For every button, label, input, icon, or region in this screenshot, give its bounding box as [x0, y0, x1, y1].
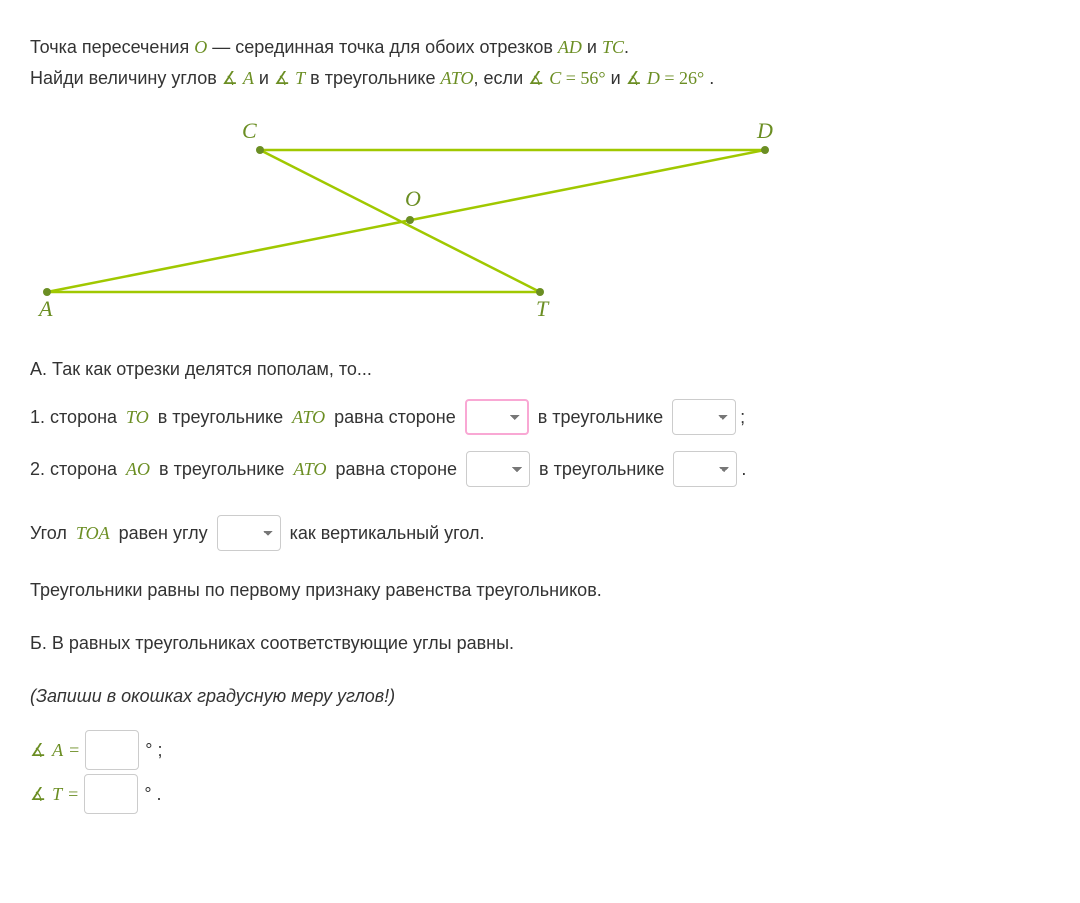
- part-a-conclusion: Треугольники равны по первому признаку р…: [30, 577, 1050, 604]
- part-b-note: (Запиши в окошках градусную меру углов!): [30, 683, 1050, 710]
- angle-line-c: как вертикальный угол.: [285, 520, 485, 547]
- math-angA: A: [243, 68, 254, 88]
- side-select-2[interactable]: [466, 451, 530, 487]
- angle-select[interactable]: [217, 515, 281, 551]
- part-a-item-1: 1. сторона TO в треугольнике ATO равна с…: [30, 399, 1050, 435]
- item2-in-tri: в треугольнике: [154, 456, 289, 483]
- math-TC: TC: [602, 37, 624, 57]
- angle-line-a: Угол: [30, 520, 72, 547]
- angle-icon: ∡: [30, 737, 46, 764]
- intro-text: Точка пересечения: [30, 37, 194, 57]
- part-a-heading: А. Так как отрезки делятся пополам, то..…: [30, 356, 1050, 383]
- intro-text: и: [582, 37, 602, 57]
- math-angT: T: [295, 68, 305, 88]
- intro-text: — серединная точка для обоих отрезков: [207, 37, 558, 57]
- intro-line-2: Найди величину углов ∡ A и ∡ T в треугол…: [30, 65, 1050, 92]
- angle-icon: ∡: [274, 68, 295, 88]
- svg-text:O: O: [405, 186, 421, 211]
- item2-num: 2. сторона: [30, 456, 122, 483]
- intro-text: , если: [474, 68, 529, 88]
- item1-in-tri: в треугольнике: [153, 404, 288, 431]
- angle-t-input[interactable]: [84, 774, 138, 814]
- answer-line-a: ∡ A = ° ;: [30, 730, 1050, 770]
- item1-in-tri2: в треугольнике: [533, 404, 668, 431]
- part-b-heading: Б. В равных треугольниках соответствующи…: [30, 630, 1050, 657]
- item2-period: .: [741, 456, 746, 483]
- triangle-select-1[interactable]: [672, 399, 736, 435]
- angle-icon: ∡: [528, 68, 549, 88]
- math-AO: AO: [126, 456, 150, 483]
- answer-a-suffix: ° ;: [145, 737, 162, 764]
- item1-num: 1. сторона: [30, 404, 122, 431]
- side-select-1[interactable]: [465, 399, 529, 435]
- item2-equals: равна стороне: [330, 456, 462, 483]
- answer-t-suffix: ° .: [144, 781, 161, 808]
- item2-in-tri2: в треугольнике: [534, 456, 669, 483]
- intro-text: Найди величину углов: [30, 68, 222, 88]
- math-ATO: ATO: [441, 68, 474, 88]
- equals: =: [69, 737, 79, 764]
- given-d: D = 26°: [647, 68, 704, 88]
- item1-semi: ;: [740, 404, 745, 431]
- math-TOA: TOA: [76, 520, 110, 547]
- svg-text:T: T: [536, 296, 550, 321]
- intro-text: в треугольнике: [305, 68, 440, 88]
- angle-line-b: равен углу: [114, 520, 213, 547]
- angle-equality-line: Угол TOA равен углу как вертикальный уго…: [30, 515, 1050, 551]
- angle-icon: ∡: [626, 68, 647, 88]
- math-ATO-1: ATO: [292, 404, 325, 431]
- svg-text:D: D: [756, 118, 773, 143]
- math-AD: AD: [558, 37, 582, 57]
- svg-text:A: A: [37, 296, 53, 321]
- geometry-figure: C D O A T: [35, 112, 1050, 330]
- math-ATO-2: ATO: [293, 456, 326, 483]
- triangle-select-2[interactable]: [673, 451, 737, 487]
- intro-text: и: [254, 68, 274, 88]
- math-TO: TO: [126, 404, 149, 431]
- part-a-item-2: 2. сторона AO в треугольнике ATO равна с…: [30, 451, 1050, 487]
- angle-icon: ∡: [222, 68, 243, 88]
- intro-text: и: [606, 68, 626, 88]
- answer-line-t: ∡ T = ° .: [30, 774, 1050, 814]
- math-O: O: [194, 37, 207, 57]
- intro-text: .: [624, 37, 629, 57]
- intro-text: .: [704, 68, 714, 88]
- angle-icon: ∡: [30, 781, 46, 808]
- given-c: C = 56°: [549, 68, 605, 88]
- equals: =: [68, 781, 78, 808]
- label-A: A: [52, 737, 63, 764]
- svg-text:C: C: [242, 118, 257, 143]
- intro-line-1: Точка пересечения O — серединная точка д…: [30, 34, 1050, 61]
- item1-equals: равна стороне: [329, 404, 461, 431]
- angle-a-input[interactable]: [85, 730, 139, 770]
- label-T: T: [52, 781, 62, 808]
